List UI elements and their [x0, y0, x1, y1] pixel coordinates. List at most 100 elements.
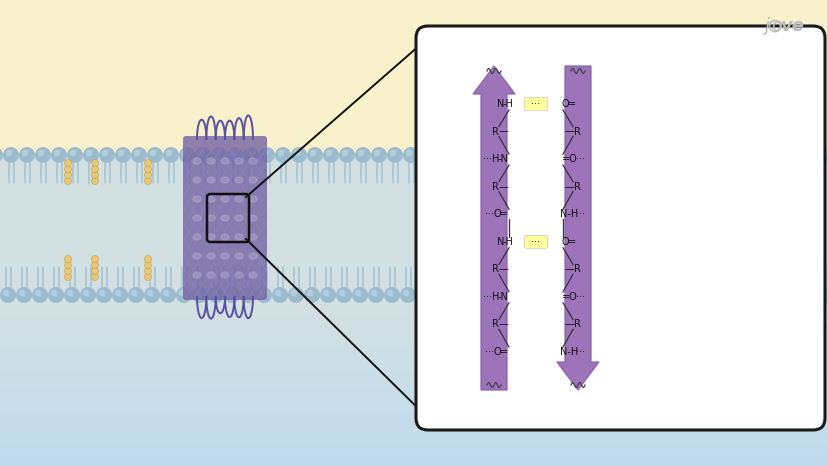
Ellipse shape	[221, 177, 229, 183]
Text: N: N	[497, 237, 504, 247]
Circle shape	[275, 290, 281, 296]
Circle shape	[741, 150, 748, 157]
Circle shape	[533, 150, 540, 157]
Ellipse shape	[193, 272, 201, 278]
Circle shape	[319, 287, 336, 303]
Circle shape	[770, 147, 786, 163]
Circle shape	[463, 287, 480, 303]
Circle shape	[128, 287, 144, 303]
Circle shape	[626, 159, 633, 166]
Circle shape	[323, 290, 329, 296]
Circle shape	[92, 178, 98, 185]
Circle shape	[738, 290, 744, 296]
Circle shape	[724, 150, 731, 157]
Circle shape	[595, 171, 603, 178]
Circle shape	[735, 178, 743, 185]
Circle shape	[735, 165, 743, 172]
Ellipse shape	[249, 272, 256, 278]
Circle shape	[165, 150, 172, 157]
Circle shape	[437, 150, 444, 157]
Ellipse shape	[207, 272, 215, 278]
Text: ···: ···	[576, 347, 585, 357]
Circle shape	[626, 178, 633, 185]
Circle shape	[597, 150, 604, 157]
Ellipse shape	[193, 215, 201, 221]
Text: R: R	[573, 264, 580, 274]
Circle shape	[69, 150, 76, 157]
FancyBboxPatch shape	[523, 97, 547, 110]
Circle shape	[626, 165, 633, 172]
Circle shape	[67, 147, 83, 163]
Circle shape	[92, 165, 98, 172]
Circle shape	[272, 287, 288, 303]
Ellipse shape	[221, 196, 229, 202]
Circle shape	[722, 290, 729, 296]
Circle shape	[194, 290, 201, 296]
Circle shape	[65, 267, 71, 274]
Circle shape	[22, 150, 28, 157]
Circle shape	[384, 287, 399, 303]
Circle shape	[642, 290, 648, 296]
Circle shape	[145, 171, 151, 178]
Circle shape	[735, 274, 743, 281]
FancyBboxPatch shape	[415, 26, 824, 430]
Text: O: O	[561, 99, 568, 109]
Text: R: R	[491, 264, 498, 274]
Circle shape	[240, 287, 256, 303]
Text: R: R	[573, 182, 580, 192]
Circle shape	[818, 147, 827, 163]
Circle shape	[719, 287, 735, 303]
Circle shape	[613, 150, 619, 157]
Circle shape	[482, 290, 489, 296]
Ellipse shape	[221, 234, 229, 240]
Circle shape	[246, 150, 252, 157]
Circle shape	[565, 150, 571, 157]
Text: ve: ve	[780, 17, 804, 35]
Circle shape	[626, 290, 633, 296]
Ellipse shape	[235, 177, 242, 183]
Circle shape	[290, 147, 307, 163]
Circle shape	[643, 147, 658, 163]
Circle shape	[528, 287, 543, 303]
Ellipse shape	[249, 177, 256, 183]
Circle shape	[594, 290, 600, 296]
Ellipse shape	[221, 272, 229, 278]
Text: —: —	[498, 127, 507, 137]
Text: —: —	[498, 264, 507, 274]
Circle shape	[607, 287, 624, 303]
Circle shape	[145, 159, 151, 166]
Circle shape	[64, 287, 80, 303]
Circle shape	[181, 150, 188, 157]
Circle shape	[696, 267, 703, 274]
Circle shape	[657, 290, 665, 296]
Circle shape	[213, 150, 220, 157]
Ellipse shape	[221, 215, 229, 221]
Text: —: —	[563, 182, 573, 192]
Circle shape	[211, 147, 227, 163]
Circle shape	[261, 150, 268, 157]
Ellipse shape	[207, 196, 215, 202]
Circle shape	[735, 255, 743, 262]
Circle shape	[6, 150, 12, 157]
Text: N: N	[497, 99, 504, 109]
Text: ···: ···	[531, 99, 540, 109]
Circle shape	[370, 147, 386, 163]
Circle shape	[757, 150, 763, 157]
Circle shape	[418, 147, 434, 163]
FancyArrow shape	[472, 66, 514, 390]
Circle shape	[626, 261, 633, 268]
Text: —: —	[563, 264, 573, 274]
Circle shape	[0, 287, 16, 303]
Text: —: —	[563, 127, 573, 137]
Circle shape	[65, 261, 71, 268]
Circle shape	[466, 290, 473, 296]
Circle shape	[405, 150, 412, 157]
Circle shape	[447, 287, 463, 303]
Circle shape	[145, 274, 151, 281]
Circle shape	[145, 178, 151, 185]
Circle shape	[624, 287, 639, 303]
Text: ···O: ···O	[484, 347, 500, 357]
Circle shape	[696, 165, 703, 172]
Circle shape	[672, 287, 687, 303]
Circle shape	[65, 171, 71, 178]
